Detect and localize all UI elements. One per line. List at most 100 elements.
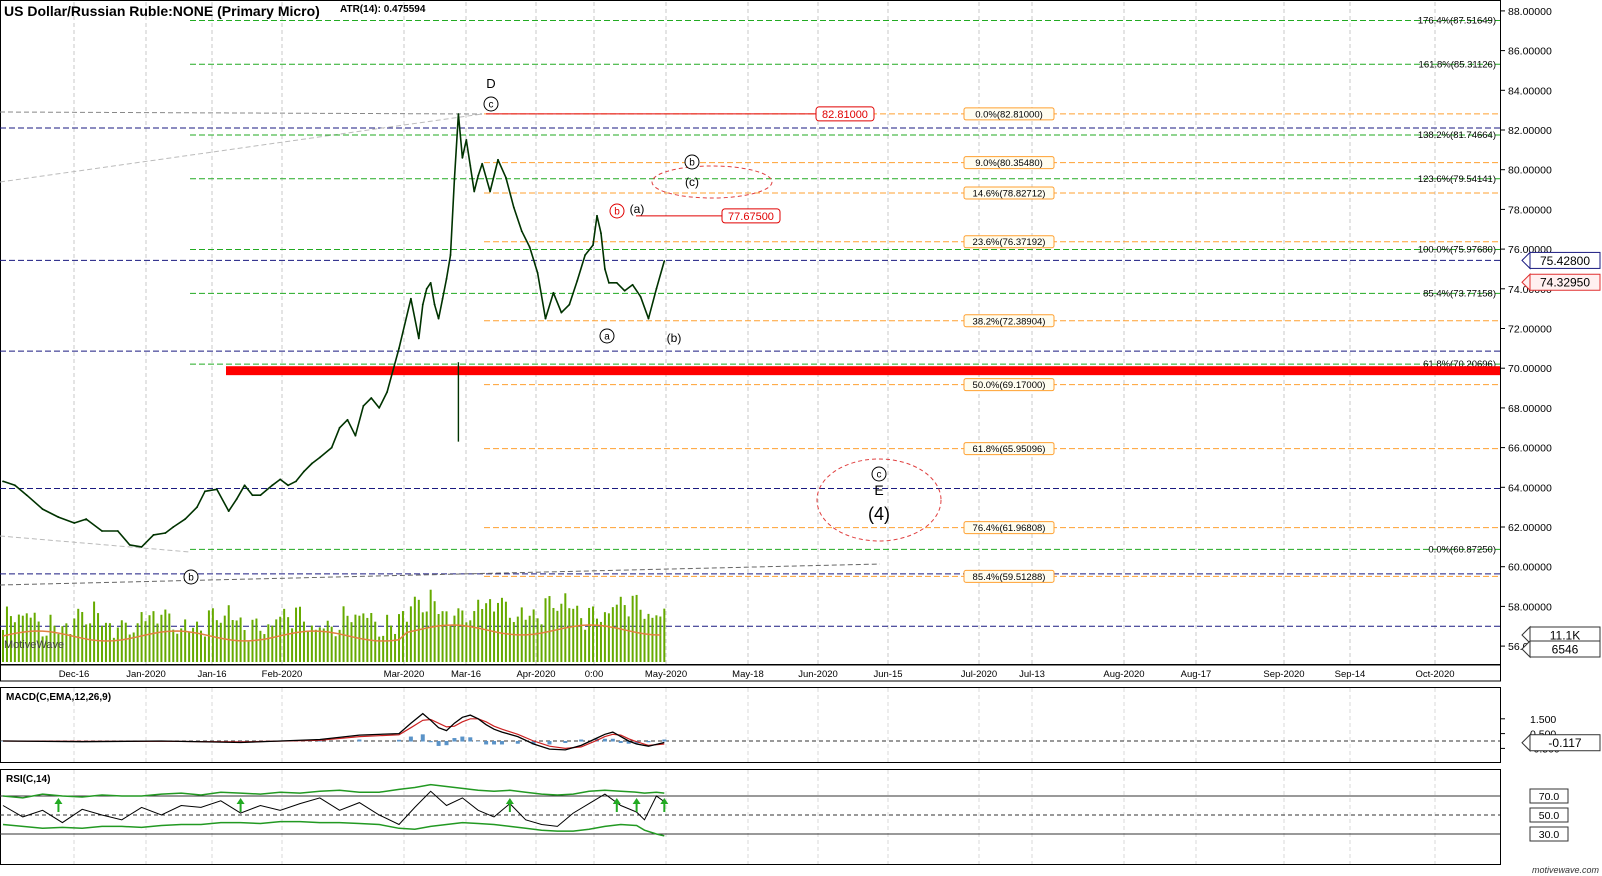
volume-bar — [326, 620, 329, 662]
volume-bar — [592, 606, 595, 662]
rsi-signal-arrow — [54, 798, 63, 812]
price-point — [73, 522, 76, 524]
x-tick-label: Mar-16 — [451, 669, 481, 680]
volume-bar — [382, 635, 385, 662]
volume-bar — [536, 618, 539, 662]
x-tick-label: Jan-16 — [197, 669, 226, 680]
volume-bar — [287, 617, 290, 662]
price-callout-box — [721, 208, 781, 224]
price-point — [409, 297, 412, 300]
volume-bar — [580, 618, 583, 662]
volume-bar — [314, 629, 317, 662]
green-fib-label: 138.2%(81.74664) — [1418, 130, 1496, 141]
secondary-price-badge: 74.32950 — [1540, 276, 1590, 290]
macd-hist-bar — [602, 738, 607, 742]
wave-label: (4) — [868, 504, 890, 524]
x-tick-label: Feb-2020 — [262, 669, 303, 680]
target-ellipse — [816, 458, 942, 542]
price-point — [623, 289, 626, 292]
volume-bar — [596, 618, 598, 662]
y-tick-label: 82.00000 — [1508, 125, 1552, 137]
price-point — [41, 508, 44, 511]
trendline — [0, 111, 483, 115]
volume-bar — [156, 623, 159, 662]
x-tick-label: Jun-15 — [873, 669, 902, 680]
orange-fib-box — [963, 521, 1055, 535]
macd-hist-bar — [357, 739, 362, 742]
macd-hist-bar — [492, 741, 497, 745]
rsi-signal-arrow — [612, 798, 621, 812]
footer-brand: motivewave.com — [1532, 865, 1600, 875]
volume-bar — [334, 636, 337, 662]
price-point — [631, 283, 634, 286]
trendline — [0, 113, 483, 183]
price-point — [398, 347, 400, 350]
volume-bar — [13, 622, 16, 662]
price-point — [592, 244, 594, 247]
volume-bar — [322, 628, 325, 662]
wave-label-circle — [183, 569, 199, 585]
volume-bar — [433, 601, 436, 662]
price-point — [647, 317, 650, 320]
price-point — [663, 260, 666, 262]
rsi-y-tick-label: 70.0 — [1539, 791, 1560, 803]
volume-bar — [655, 615, 658, 662]
volume-bar — [219, 622, 222, 662]
volume-bar — [409, 606, 412, 662]
volume-bar — [659, 616, 662, 662]
price-point — [370, 397, 373, 399]
price-point — [489, 190, 491, 193]
wave-label: b — [188, 573, 194, 584]
price-point — [152, 534, 155, 536]
macd-line — [2, 712, 665, 751]
macd-hist-bar — [634, 741, 639, 744]
volume-bar — [29, 617, 32, 662]
volume-bar — [623, 605, 626, 662]
volume-bar — [144, 621, 147, 662]
price-point — [85, 518, 88, 520]
volume-bar — [247, 641, 250, 662]
volume-bar — [65, 623, 68, 662]
price-point — [215, 488, 218, 491]
price-point — [421, 303, 424, 306]
rsi-signal-arrow — [632, 798, 641, 812]
price-point — [481, 162, 484, 165]
watermark: MotiveWave — [4, 639, 64, 651]
wave-label-circle — [483, 96, 499, 112]
volume-bar — [93, 601, 96, 662]
wave-label-circle — [599, 328, 615, 344]
volume-bar — [5, 606, 8, 662]
volume-bar — [627, 616, 630, 662]
volume-bar — [295, 607, 298, 662]
wave-label: E — [874, 482, 883, 498]
volume-bar — [140, 612, 143, 662]
volume-bar — [441, 611, 444, 662]
price-point — [429, 281, 432, 284]
orange-fib-label: 85.4%(59.51288) — [973, 572, 1046, 583]
orange-fib-label: 9.0%(80.35480) — [975, 158, 1043, 169]
volume-bar — [97, 613, 100, 662]
macd-signal-line — [2, 718, 665, 750]
volume-bar — [25, 613, 28, 662]
volume-bar — [306, 630, 309, 662]
price-point — [441, 297, 444, 300]
volume-bar — [41, 636, 44, 662]
price-point — [279, 478, 282, 481]
macd-panel-frame — [0, 687, 1501, 763]
volume-bar — [188, 631, 191, 662]
macd-hist-bar — [610, 738, 615, 742]
price-point — [184, 518, 187, 520]
volume-bar — [429, 589, 432, 662]
orange-fib-box — [963, 156, 1055, 170]
volume-bar — [584, 629, 587, 662]
x-tick-label: Apr-2020 — [516, 669, 555, 680]
volume-bar — [485, 603, 488, 662]
volume-bar — [548, 596, 551, 662]
rsi-level-box — [1529, 788, 1569, 804]
volume-bar — [120, 620, 123, 662]
volume-bar — [477, 599, 480, 662]
x-tick-label: 0:00 — [585, 669, 604, 680]
green-fib-label: 176.4%(87.51649) — [1418, 15, 1496, 26]
price-point — [433, 303, 436, 306]
price-point — [607, 281, 610, 284]
